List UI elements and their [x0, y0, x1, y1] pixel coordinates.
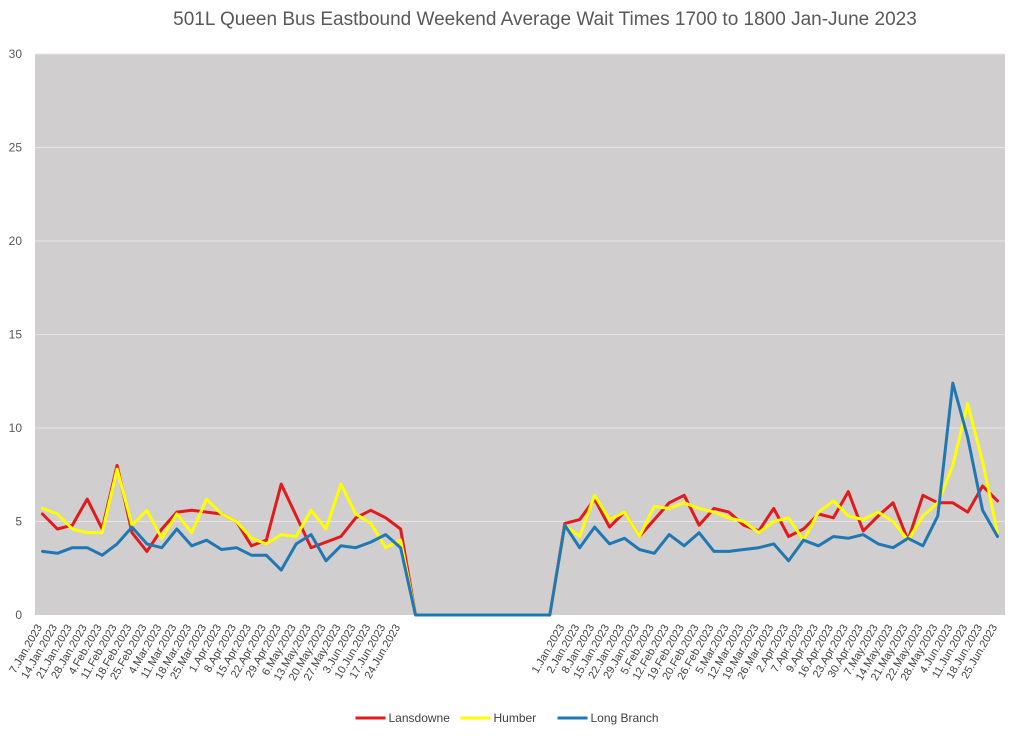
series-lines	[41, 381, 999, 617]
y-tick-label: 0	[15, 608, 22, 622]
legend-label-humber: Humber	[494, 711, 537, 725]
y-tick-label: 30	[9, 47, 23, 61]
y-tick-label: 5	[15, 515, 22, 529]
y-tick-label: 25	[9, 141, 23, 155]
y-tick-label: 10	[9, 421, 23, 435]
series-line-long-branch	[41, 381, 999, 617]
legend-label-lansdowne: Lansdowne	[389, 711, 451, 725]
y-axis-ticks: 0 5 10 15 20 25 30	[9, 47, 23, 622]
legend-label-long-branch: Long Branch	[591, 711, 659, 725]
chart-title: 501L Queen Bus Eastbound Weekend Average…	[173, 9, 917, 30]
legend: Lansdowne Humber Long Branch	[355, 711, 659, 725]
y-tick-label: 15	[9, 328, 23, 342]
y-tick-label: 20	[9, 234, 23, 248]
